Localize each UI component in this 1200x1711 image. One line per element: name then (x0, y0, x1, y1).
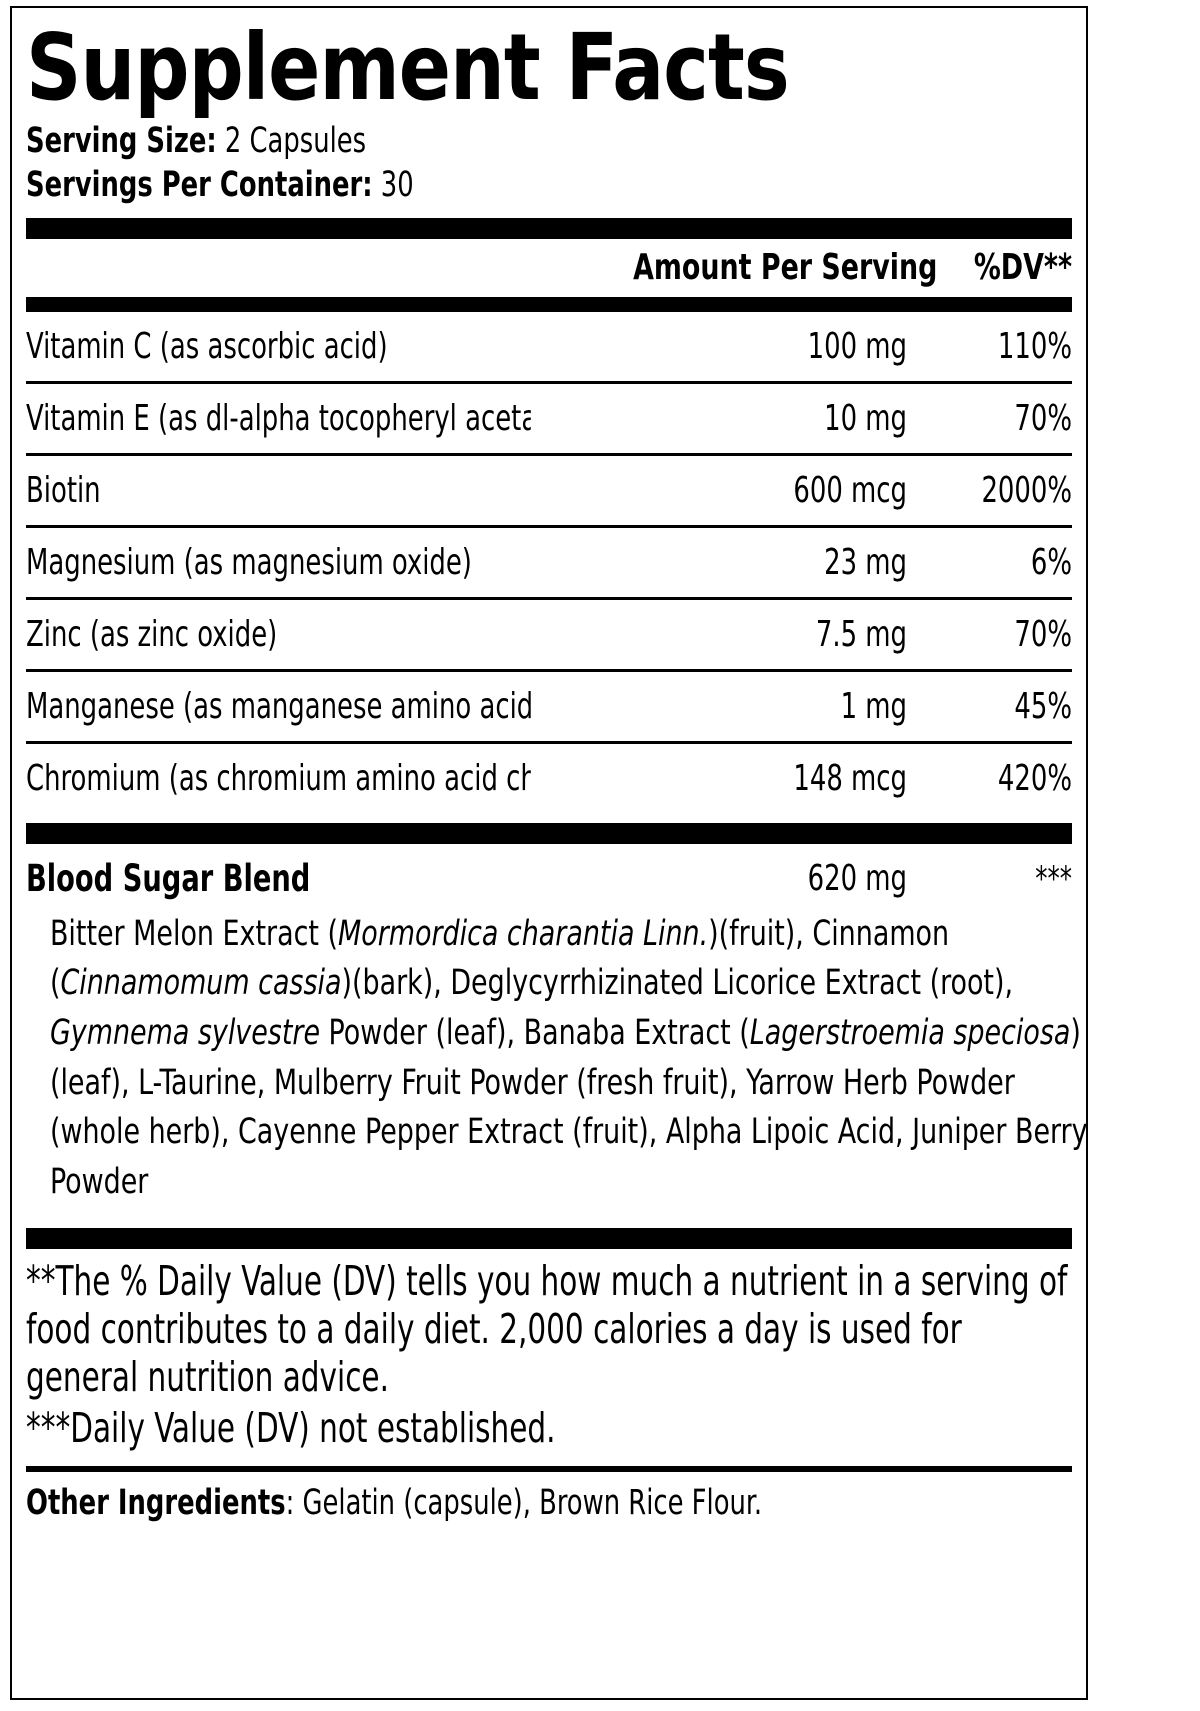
row-divider (26, 452, 1072, 456)
nutrient-amount: 23 mg (824, 541, 907, 583)
nutrient-amount: 600 mcg (793, 469, 907, 511)
nutrient-name: Magnesium (as magnesium oxide) (26, 541, 472, 583)
supplement-facts-panel: Supplement Facts Serving Size: 2 Capsule… (10, 6, 1088, 1700)
nutrient-dv: 70% (1014, 613, 1072, 655)
footnote-not-established: ***Daily Value (DV) not established. (26, 1403, 556, 1452)
nutrient-name: Vitamin C (as ascorbic acid) (26, 325, 388, 367)
table-row: Biotin 600 mcg 2000% (26, 456, 1072, 525)
nutrient-dv: 2000% (981, 469, 1072, 511)
other-ingredients-label: Other Ingredients (26, 1483, 286, 1524)
nutrient-dv: 70% (1014, 397, 1072, 439)
serving-size-line: Serving Size: 2 Capsules (26, 120, 884, 164)
table-row: Manganese (as manganese amino acid chela… (26, 672, 1072, 741)
nutrient-amount: 100 mg (807, 325, 907, 367)
nutrient-dv: 420% (997, 757, 1072, 799)
blend-name: Blood Sugar Blend (26, 857, 311, 900)
divider-thick-blend (26, 822, 1072, 844)
column-header-amount-per-serving: Amount Per Serving (633, 247, 938, 288)
row-divider (26, 524, 1072, 528)
row-divider (26, 668, 1072, 672)
table-row: Magnesium (as magnesium oxide) 23 mg 6% (26, 528, 1072, 597)
row-divider (26, 380, 1072, 384)
divider-thick-footnote (26, 1227, 1072, 1249)
divider-under-header (26, 296, 1072, 312)
table-row: Chromium (as chromium amino acid chelate… (26, 744, 1072, 813)
nutrient-amount: 1 mg (840, 685, 907, 727)
serving-size-label: Serving Size: (26, 121, 217, 161)
servings-per-container-label: Servings Per Container: (26, 164, 373, 205)
row-divider (26, 596, 1072, 600)
blend-header-row: Blood Sugar Blend 620 mg *** (26, 848, 1072, 910)
blend-amount: 620 mg (807, 858, 907, 899)
nutrient-dv: 45% (1014, 685, 1072, 727)
row-divider (26, 740, 1072, 744)
divider-other-ingredients (26, 1466, 1072, 1473)
table-header-row: Amount Per Serving %DV** (26, 239, 1072, 297)
nutrient-amount: 7.5 mg (815, 613, 907, 655)
serving-size-value: 2 Capsules (224, 121, 367, 161)
nutrient-amount: 10 mg (824, 397, 907, 439)
footnotes-section: **The % Daily Value (DV) tells you how m… (26, 1249, 1072, 1453)
other-ingredients-value: : Gelatin (capsule), Brown Rice Flour. (285, 1483, 763, 1524)
servings-per-container-line: Servings Per Container: 30 (26, 164, 884, 208)
table-row: Zinc (as zinc oxide) 7.5 mg 70% (26, 600, 1072, 669)
blend-ingredients-text: Bitter Melon Extract (Mormordica charant… (49, 913, 1088, 1202)
nutrient-name: Chromium (as chromium amino acid chelate… (26, 757, 531, 799)
nutrient-dv: 110% (997, 325, 1072, 367)
table-row: Vitamin C (as ascorbic acid) 100 mg 110% (26, 312, 1072, 381)
nutrient-amount: 148 mcg (793, 757, 907, 799)
blend-dv: *** (1035, 858, 1072, 899)
divider-thick-top (26, 217, 1072, 239)
nutrient-name: Vitamin E (as dl-alpha tocopheryl acetat… (26, 397, 531, 439)
nutrient-name: Manganese (as manganese amino acid chela… (26, 685, 531, 727)
nutrient-dv: 6% (1030, 541, 1072, 583)
servings-per-container-value: 30 (380, 164, 414, 205)
other-ingredients-line: Other Ingredients: Gelatin (capsule), Br… (26, 1472, 884, 1524)
nutrient-name: Zinc (as zinc oxide) (26, 613, 278, 655)
page-title: Supplement Facts (26, 14, 790, 121)
nutrient-name: Biotin (26, 469, 101, 511)
footnote-daily-value: **The % Daily Value (DV) tells you how m… (26, 1256, 1068, 1402)
column-header-percent-dv: %DV** (973, 247, 1072, 288)
table-row: Vitamin E (as dl-alpha tocopheryl acetat… (26, 384, 1072, 453)
